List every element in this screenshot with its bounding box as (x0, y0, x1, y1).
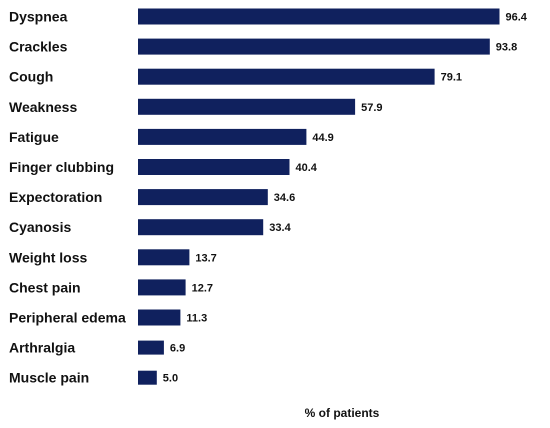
category-label: Muscle pain (9, 370, 89, 386)
value-label: 6.9 (170, 343, 185, 355)
bar-muscle-pain (138, 370, 157, 385)
bar-crackles (138, 38, 490, 55)
bar-chest-pain (138, 279, 186, 296)
value-label: 93.8 (496, 42, 517, 54)
bars-group (138, 8, 500, 385)
category-label: Arthralgia (9, 340, 75, 356)
value-label: 40.4 (296, 162, 318, 174)
value-label: 11.3 (186, 313, 207, 325)
value-label: 5.0 (163, 373, 178, 385)
bar-fatigue (138, 128, 307, 145)
category-label: Crackles (9, 39, 68, 55)
value-label: 33.4 (269, 222, 291, 234)
category-label: Peripheral edema (9, 310, 126, 326)
bar-dyspnea (138, 8, 500, 25)
value-label: 79.1 (441, 72, 462, 84)
category-label: Expectoration (9, 189, 102, 205)
category-label: Weakness (9, 99, 77, 115)
category-label: Finger clubbing (9, 159, 114, 175)
category-label: Cyanosis (9, 219, 71, 235)
bar-peripheral-edema (138, 309, 181, 326)
category-label: Weight loss (9, 249, 88, 265)
bar-arthralgia (138, 340, 164, 355)
category-labels-group: Dyspnea Crackles Cough Weakness Fatigue Finge… (9, 9, 126, 386)
category-label: Fatigue (9, 129, 59, 145)
value-label: 13.7 (195, 252, 216, 264)
bar-expectoration (138, 189, 268, 206)
value-label: 12.7 (192, 282, 213, 294)
category-label: Cough (9, 69, 53, 85)
value-label: 34.6 (274, 192, 295, 204)
category-label: Dyspnea (9, 9, 68, 25)
x-axis-label: % of patients (305, 406, 380, 420)
bar-cough (138, 68, 435, 85)
bar-finger-clubbing (138, 159, 290, 175)
value-label: 96.4 (506, 12, 528, 24)
value-label: 44.9 (312, 132, 333, 144)
bar-weight-loss (138, 249, 190, 266)
value-labels-group: 96.4 93.8 79.1 57.9 44.9 40.4 34.6 33.4 13.7 12.7… (163, 12, 528, 385)
bar-cyanosis (138, 219, 264, 236)
category-label: Chest pain (9, 279, 81, 295)
bar-weakness (138, 98, 356, 115)
value-label: 57.9 (361, 102, 382, 114)
